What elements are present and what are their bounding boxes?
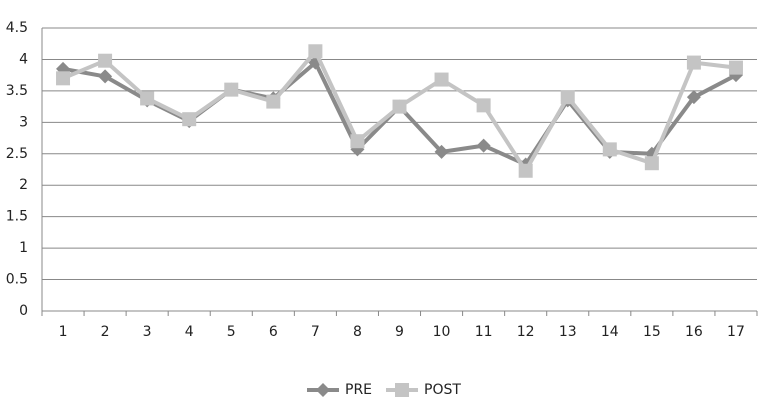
data-point — [686, 55, 701, 70]
legend-marker — [395, 383, 410, 397]
data-point — [728, 60, 743, 75]
data-point — [476, 138, 491, 153]
data-point — [518, 163, 533, 178]
y-tick-label: 2.5 — [6, 146, 28, 162]
x-tick-label: 11 — [475, 324, 493, 340]
x-tick-label: 13 — [559, 324, 577, 340]
x-tick-label: 2 — [101, 324, 110, 340]
x-tick-label: 8 — [353, 324, 362, 340]
data-point — [602, 142, 617, 157]
x-tick-label: 6 — [269, 324, 278, 340]
data-point — [644, 156, 659, 171]
y-tick-label: 1 — [19, 240, 28, 256]
data-point — [182, 112, 197, 127]
y-tick-label: 3.5 — [6, 83, 28, 99]
x-tick-label: 7 — [311, 324, 320, 340]
y-tick-label: 3 — [19, 114, 28, 130]
data-point — [140, 91, 155, 106]
data-point — [56, 71, 71, 86]
x-tick-label: 5 — [227, 324, 236, 340]
x-tick-label: 14 — [601, 324, 619, 340]
y-tick-label: 1.5 — [6, 209, 28, 225]
legend-marker — [316, 383, 330, 397]
data-point — [434, 72, 449, 87]
legend-label: PRE — [345, 382, 372, 398]
data-point — [224, 82, 239, 97]
y-tick-label: 2 — [19, 177, 28, 193]
x-tick-label: 10 — [433, 324, 451, 340]
x-tick-label: 1 — [59, 324, 68, 340]
data-point — [560, 90, 575, 105]
data-point — [434, 144, 449, 159]
x-tick-label: 9 — [395, 324, 404, 340]
data-point — [98, 69, 113, 84]
data-point — [686, 90, 701, 105]
x-tick-label: 17 — [727, 324, 745, 340]
y-tick-label: 4.5 — [6, 20, 28, 36]
y-tick-label: 0.5 — [6, 272, 28, 288]
x-tick-label: 3 — [143, 324, 152, 340]
legend-label: POST — [424, 382, 461, 398]
data-point — [350, 134, 365, 149]
y-tick-label: 0 — [19, 303, 28, 319]
data-point — [308, 44, 323, 59]
x-tick-label: 15 — [643, 324, 661, 340]
data-point — [266, 94, 281, 109]
y-tick-label: 4 — [19, 51, 28, 67]
data-point — [98, 53, 113, 68]
x-tick-label: 4 — [185, 324, 194, 340]
x-tick-label: 12 — [517, 324, 535, 340]
data-point — [476, 98, 491, 113]
data-point — [392, 99, 407, 114]
x-tick-label: 16 — [685, 324, 703, 340]
